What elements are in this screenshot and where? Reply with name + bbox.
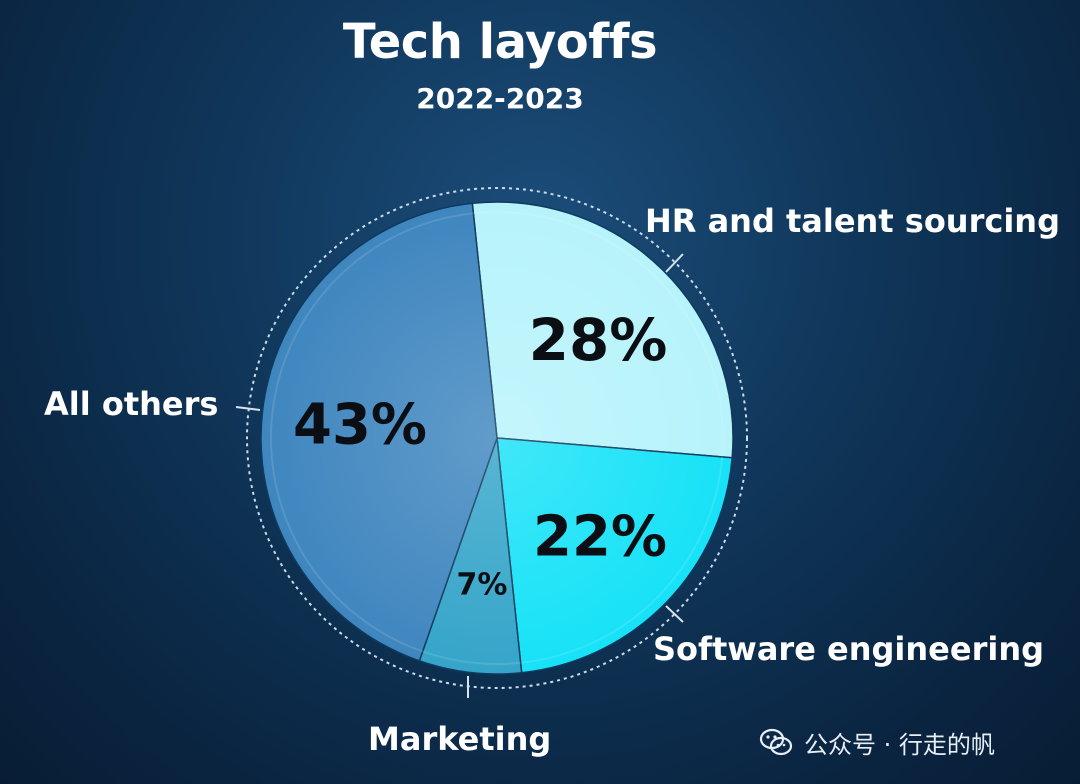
leader-hr bbox=[665, 253, 684, 273]
watermark-text: 公众号 · 行走的帆 bbox=[804, 730, 995, 759]
pie-gloss bbox=[261, 202, 733, 674]
wechat-icon bbox=[759, 728, 793, 756]
chart-subtitle: 2022-2023 bbox=[416, 82, 584, 115]
chart-title: Tech layoffs bbox=[342, 14, 658, 70]
pie-inner-rim bbox=[270, 211, 724, 665]
value-label-hr: 28% bbox=[528, 306, 668, 374]
value-label-others: 43% bbox=[292, 392, 428, 458]
watermark: 公众号 · 行走的帆 bbox=[758, 722, 995, 762]
leader-others bbox=[235, 406, 261, 411]
leader-software bbox=[665, 605, 684, 623]
value-label-marketing: 7% bbox=[456, 567, 508, 603]
label-marketing: Marketing bbox=[368, 720, 552, 758]
label-software: Software engineering bbox=[653, 630, 1045, 668]
pie-dotted-ring bbox=[246, 187, 748, 689]
label-others: All others bbox=[44, 385, 219, 423]
value-label-software: 22% bbox=[532, 504, 668, 570]
label-hr: HR and talent sourcing bbox=[645, 202, 1060, 240]
